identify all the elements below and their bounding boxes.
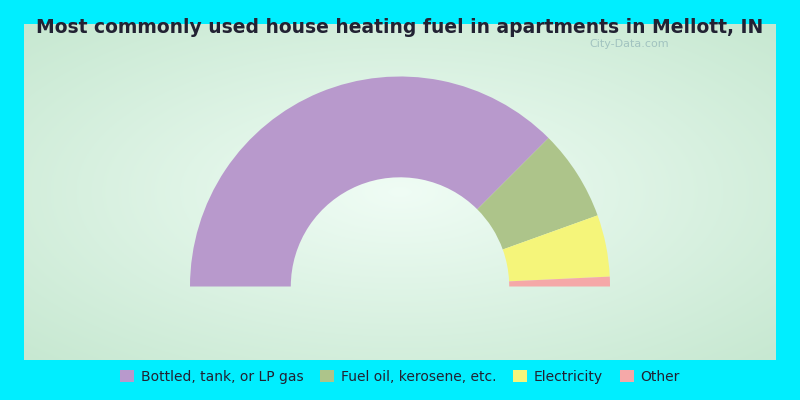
Text: City-Data.com: City-Data.com: [589, 39, 669, 49]
Wedge shape: [509, 277, 610, 286]
Wedge shape: [190, 76, 549, 286]
Text: Most commonly used house heating fuel in apartments in Mellott, IN: Most commonly used house heating fuel in…: [36, 18, 764, 37]
Wedge shape: [502, 215, 610, 281]
Wedge shape: [478, 138, 598, 250]
Legend: Bottled, tank, or LP gas, Fuel oil, kerosene, etc., Electricity, Other: Bottled, tank, or LP gas, Fuel oil, kero…: [114, 364, 686, 390]
